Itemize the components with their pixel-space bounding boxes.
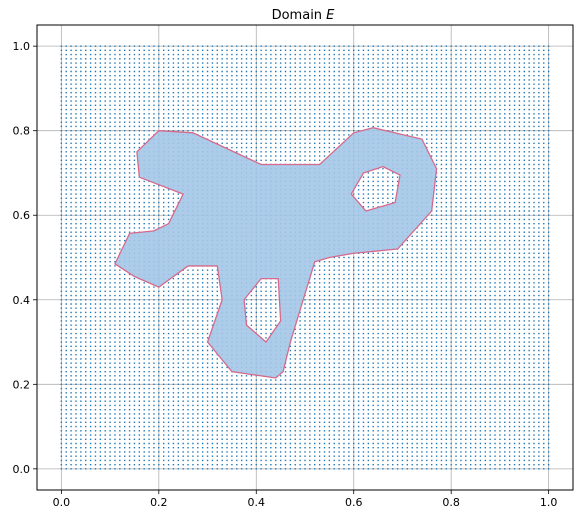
x-tick-label-2: 0.4 bbox=[248, 496, 266, 509]
domain-hole-boundary-0 bbox=[243, 277, 282, 344]
chart-title: Domain E bbox=[272, 8, 336, 23]
x-tick-label-4: 0.8 bbox=[442, 496, 460, 509]
y-tick-label-3: 0.6 bbox=[13, 209, 31, 222]
y-tick-label-5: 1.0 bbox=[13, 40, 31, 53]
x-tick-label-3: 0.6 bbox=[345, 496, 363, 509]
domain-outer-boundary bbox=[114, 127, 438, 379]
y-tick-label-2: 0.4 bbox=[13, 294, 31, 307]
domain-hole-boundary-1 bbox=[350, 165, 401, 212]
x-tick-label-5: 1.0 bbox=[540, 496, 558, 509]
x-tick-label-1: 0.2 bbox=[150, 496, 168, 509]
domain-fill bbox=[114, 127, 437, 378]
chart-title-variable: E bbox=[326, 8, 335, 23]
chart-title-prefix: Domain bbox=[272, 8, 327, 23]
x-tick-label-0: 0.0 bbox=[53, 496, 71, 509]
y-tick-label-0: 0.0 bbox=[13, 463, 31, 476]
axis-ticks: 0.0 0.2 0.4 0.6 0.8 1.0 0.0 0.2 0.4 0.6 0.8 1.0 bbox=[13, 40, 558, 509]
y-tick-label-4: 0.8 bbox=[13, 125, 31, 138]
domain-region bbox=[114, 127, 438, 379]
y-tick-label-1: 0.2 bbox=[13, 378, 31, 391]
axes-frame bbox=[36, 24, 574, 491]
